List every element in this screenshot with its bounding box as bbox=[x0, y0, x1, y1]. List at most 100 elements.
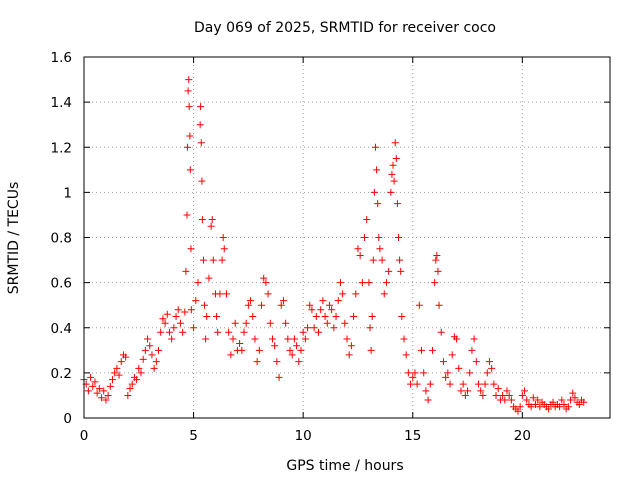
data-point bbox=[317, 306, 325, 314]
data-point bbox=[395, 234, 403, 241]
data-point bbox=[368, 312, 376, 320]
data-point bbox=[569, 389, 577, 397]
data-point bbox=[432, 256, 440, 264]
data-point bbox=[155, 346, 163, 354]
data-point bbox=[556, 403, 564, 411]
data-point bbox=[197, 103, 205, 111]
data-point bbox=[87, 373, 95, 381]
data-point bbox=[185, 76, 193, 84]
data-point bbox=[404, 369, 412, 377]
data-point bbox=[183, 211, 191, 219]
data-point bbox=[209, 256, 217, 264]
data-point bbox=[242, 319, 250, 327]
data-point bbox=[192, 297, 200, 305]
data-point bbox=[523, 396, 531, 404]
data-point bbox=[483, 369, 491, 377]
data-point bbox=[295, 358, 303, 366]
data-point bbox=[84, 387, 92, 395]
data-point bbox=[380, 290, 388, 298]
y-tick-label: 0.6 bbox=[51, 276, 72, 292]
data-point bbox=[184, 87, 192, 95]
data-point bbox=[361, 234, 369, 241]
data-point bbox=[220, 245, 228, 253]
data-point bbox=[150, 364, 158, 372]
data-point bbox=[369, 256, 377, 264]
data-point bbox=[529, 394, 537, 402]
data-point bbox=[229, 335, 237, 343]
data-point bbox=[461, 391, 469, 399]
data-point bbox=[363, 215, 371, 223]
data-point bbox=[159, 315, 167, 323]
y-tick-label: 0.8 bbox=[51, 231, 72, 247]
y-tick-label: 1.2 bbox=[51, 140, 72, 156]
data-point bbox=[494, 385, 502, 393]
data-point bbox=[95, 385, 103, 393]
data-point bbox=[144, 335, 152, 343]
data-point bbox=[415, 301, 423, 309]
data-point bbox=[455, 364, 463, 372]
data-point bbox=[146, 342, 154, 350]
data-point bbox=[433, 252, 441, 260]
data-point bbox=[402, 351, 410, 359]
data-point bbox=[407, 380, 415, 388]
data-point bbox=[418, 346, 426, 354]
data-point bbox=[375, 234, 383, 241]
data-point bbox=[472, 358, 480, 366]
data-point bbox=[176, 319, 184, 327]
data-point bbox=[347, 342, 355, 350]
data-point bbox=[531, 400, 539, 408]
data-point bbox=[442, 373, 450, 381]
data-point bbox=[165, 328, 173, 336]
data-point bbox=[231, 319, 239, 327]
data-point bbox=[446, 380, 454, 388]
y-tick-label: 1.6 bbox=[51, 50, 72, 66]
data-point bbox=[126, 385, 134, 393]
data-point bbox=[397, 267, 405, 275]
data-point bbox=[122, 353, 130, 361]
data-point bbox=[534, 396, 542, 404]
data-point bbox=[264, 290, 272, 298]
chart-title: Day 069 of 2025, SRMTID for receiver coc… bbox=[194, 20, 496, 36]
data-point bbox=[304, 324, 312, 332]
data-point bbox=[420, 369, 428, 377]
grid bbox=[84, 57, 610, 418]
data-point bbox=[332, 312, 340, 320]
data-point bbox=[580, 398, 588, 406]
data-point bbox=[271, 342, 279, 350]
data-point bbox=[477, 387, 485, 395]
data-point bbox=[514, 407, 522, 415]
data-point bbox=[208, 215, 216, 223]
data-point bbox=[400, 335, 408, 343]
data-point bbox=[182, 267, 190, 275]
data-point bbox=[260, 274, 268, 282]
data-point bbox=[196, 121, 204, 129]
data-point bbox=[203, 312, 211, 320]
data-point bbox=[558, 396, 566, 404]
data-point bbox=[187, 245, 195, 253]
data-point bbox=[297, 346, 305, 354]
data-point bbox=[194, 279, 202, 287]
data-point bbox=[255, 346, 263, 354]
data-point bbox=[330, 324, 338, 332]
data-point bbox=[328, 306, 336, 314]
data-point bbox=[262, 279, 270, 287]
data-point bbox=[428, 346, 436, 354]
data-point bbox=[378, 256, 386, 264]
data-point bbox=[444, 369, 452, 377]
y-tick-label: 1 bbox=[63, 185, 72, 201]
data-point bbox=[367, 346, 375, 354]
data-points bbox=[80, 76, 588, 415]
x-tick-label: 15 bbox=[404, 428, 421, 444]
data-point bbox=[266, 319, 274, 327]
data-point bbox=[312, 312, 320, 320]
data-point bbox=[238, 346, 246, 354]
y-tick-label: 0.4 bbox=[51, 321, 72, 337]
data-point bbox=[222, 290, 230, 298]
data-point bbox=[258, 301, 266, 309]
data-point bbox=[481, 380, 489, 388]
data-point bbox=[411, 369, 419, 377]
data-point bbox=[290, 335, 298, 343]
data-point bbox=[244, 301, 252, 309]
data-point bbox=[186, 132, 194, 140]
